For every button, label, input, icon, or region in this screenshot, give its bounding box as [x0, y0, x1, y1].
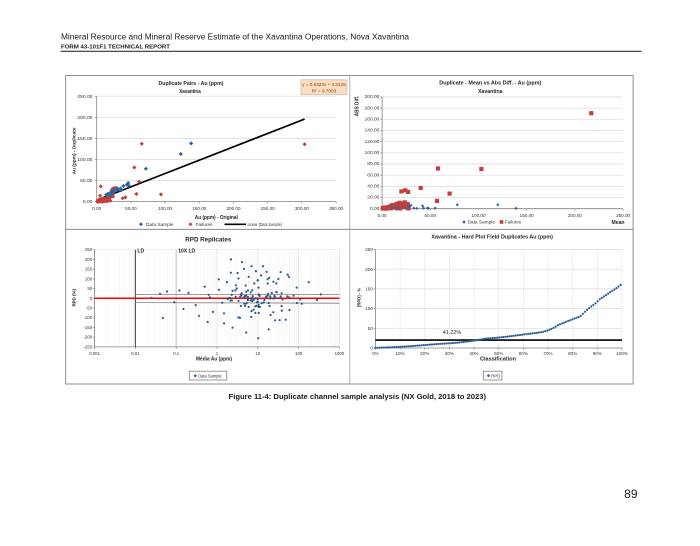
svg-text:y = 0.6323x + 3.3325: y = 0.6323x + 3.3325	[302, 82, 346, 87]
svg-text:250.00: 250.00	[77, 94, 92, 100]
svg-text:Data Sample: Data Sample	[146, 222, 174, 227]
svg-text:60.00: 60.00	[367, 172, 379, 178]
svg-text:150.00: 150.00	[192, 206, 206, 211]
svg-text:10: 10	[255, 351, 260, 356]
svg-text:0: 0	[370, 346, 373, 351]
svg-text:RPD: RPD	[491, 373, 500, 378]
svg-text:0.01: 0.01	[131, 351, 140, 356]
svg-text:100.00: 100.00	[77, 157, 92, 163]
svg-text:1000: 1000	[335, 351, 345, 356]
svg-text:250: 250	[365, 247, 373, 252]
svg-text:Failures: Failures	[196, 222, 214, 227]
svg-text:41.22%: 41.22%	[443, 330, 462, 336]
svg-text:250.00: 250.00	[616, 213, 630, 218]
svg-text:250.00: 250.00	[261, 206, 275, 211]
svg-text:50: 50	[368, 326, 374, 331]
svg-text:40%: 40%	[469, 351, 478, 356]
svg-text:0.00: 0.00	[92, 206, 101, 211]
svg-text:180.00: 180.00	[365, 105, 380, 111]
svg-text:300.00: 300.00	[295, 206, 309, 211]
svg-text:Duplicate - Mean vs Abs Diff.: Duplicate - Mean vs Abs Diff. - Au (ppm)	[439, 80, 541, 86]
svg-text:30%: 30%	[445, 351, 454, 356]
svg-text:Mean: Mean	[612, 220, 625, 226]
svg-text:100.00: 100.00	[471, 213, 485, 218]
svg-text:Duplicate Pairs - Au (ppm): Duplicate Pairs - Au (ppm)	[159, 81, 224, 87]
svg-text:150: 150	[85, 267, 93, 272]
svg-text:200: 200	[85, 257, 93, 262]
svg-text:-50: -50	[86, 306, 93, 311]
svg-text:Data Sample: Data Sample	[198, 374, 222, 379]
svg-text:-150: -150	[83, 325, 92, 330]
svg-text:Figure 11-4: Duplicate channel: Figure 11-4: Duplicate channel sample an…	[229, 393, 487, 401]
svg-text:150: 150	[365, 287, 373, 292]
svg-text:RPD (%): RPD (%)	[72, 289, 78, 307]
svg-text:100: 100	[365, 306, 373, 311]
svg-text:200.00: 200.00	[568, 213, 582, 218]
svg-text:0.00: 0.00	[378, 213, 387, 218]
svg-text:FORM 43-101F1 TECHNICAL REPORT: FORM 43-101F1 TECHNICAL REPORT	[61, 45, 170, 51]
svg-text:R² = 0.7003: R² = 0.7003	[312, 89, 337, 94]
svg-text:350.00: 350.00	[329, 206, 343, 211]
svg-text:Classification: Classification	[480, 356, 516, 362]
svg-text:250: 250	[85, 247, 93, 252]
svg-text:Au (ppm) - Original: Au (ppm) - Original	[195, 215, 239, 221]
svg-text:120.00: 120.00	[365, 139, 380, 145]
svg-text:0.00: 0.00	[83, 199, 93, 205]
svg-text:20.00: 20.00	[367, 195, 379, 201]
svg-text:200: 200	[365, 267, 373, 272]
svg-text:Failures: Failures	[505, 220, 522, 225]
svg-text:[RPD] - %: [RPD] - %	[357, 287, 363, 307]
svg-text:40.00: 40.00	[367, 184, 379, 190]
svg-text:100.00: 100.00	[365, 150, 380, 156]
svg-text:140.00: 140.00	[365, 128, 380, 134]
svg-text:Au (ppm) - Duplicate: Au (ppm) - Duplicate	[72, 127, 78, 174]
svg-text:Linear (Data Sample): Linear (Data Sample)	[248, 222, 283, 227]
svg-text:100.00: 100.00	[158, 206, 172, 211]
svg-text:0: 0	[90, 296, 93, 301]
svg-text:90%: 90%	[593, 351, 602, 356]
svg-text:-200: -200	[83, 335, 92, 340]
svg-text:0.001: 0.001	[89, 351, 100, 356]
svg-text:160.00: 160.00	[365, 117, 380, 123]
svg-text:50: 50	[87, 286, 92, 291]
svg-text:RPD Replicates: RPD Replicates	[185, 237, 232, 243]
svg-text:10%: 10%	[395, 351, 404, 356]
svg-text:ABS Diff.: ABS Diff.	[355, 95, 361, 116]
svg-text:70%: 70%	[543, 351, 552, 356]
svg-text:0%: 0%	[372, 351, 379, 356]
svg-text:100: 100	[85, 276, 93, 281]
svg-text:-100: -100	[83, 315, 92, 320]
svg-text:200.00: 200.00	[226, 206, 240, 211]
svg-text:50.00: 50.00	[425, 213, 437, 218]
svg-text:200.00: 200.00	[365, 94, 380, 100]
svg-text:200.00: 200.00	[77, 115, 92, 121]
svg-text:150.00: 150.00	[520, 213, 534, 218]
svg-text:80.00: 80.00	[367, 161, 379, 167]
svg-text:1: 1	[216, 351, 219, 356]
svg-text:80%: 80%	[568, 351, 577, 356]
svg-text:150.00: 150.00	[77, 136, 92, 142]
svg-text:50.00: 50.00	[80, 178, 93, 184]
svg-text:10X LD: 10X LD	[178, 249, 195, 255]
svg-text:0.1: 0.1	[173, 351, 180, 356]
svg-text:Mineral Resource and Mineral R: Mineral Resource and Mineral Reserve Est…	[61, 33, 410, 42]
svg-text:89: 89	[624, 487, 638, 501]
svg-text:20%: 20%	[420, 351, 429, 356]
svg-text:Xavantina: Xavantina	[478, 89, 503, 95]
svg-text:60%: 60%	[519, 351, 528, 356]
svg-text:50%: 50%	[494, 351, 503, 356]
svg-text:0.00: 0.00	[370, 206, 380, 212]
svg-text:Média Au (ppm): Média Au (ppm)	[196, 356, 232, 362]
svg-text:Xavantina: Xavantina	[179, 89, 201, 95]
svg-text:Data Sample: Data Sample	[468, 220, 496, 225]
svg-text:50.00: 50.00	[125, 206, 137, 211]
svg-text:100%: 100%	[616, 351, 628, 356]
svg-text:Xavantina - Hard Plot Field Du: Xavantina - Hard Plot Field Duplicates A…	[431, 235, 553, 241]
svg-text:100: 100	[295, 351, 303, 356]
svg-text:-250: -250	[83, 344, 92, 349]
svg-text:LD: LD	[137, 249, 144, 255]
